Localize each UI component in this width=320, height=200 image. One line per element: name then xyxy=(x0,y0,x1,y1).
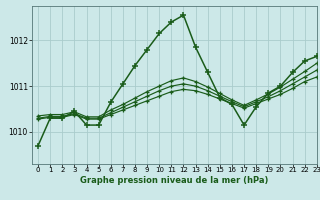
X-axis label: Graphe pression niveau de la mer (hPa): Graphe pression niveau de la mer (hPa) xyxy=(80,176,268,185)
